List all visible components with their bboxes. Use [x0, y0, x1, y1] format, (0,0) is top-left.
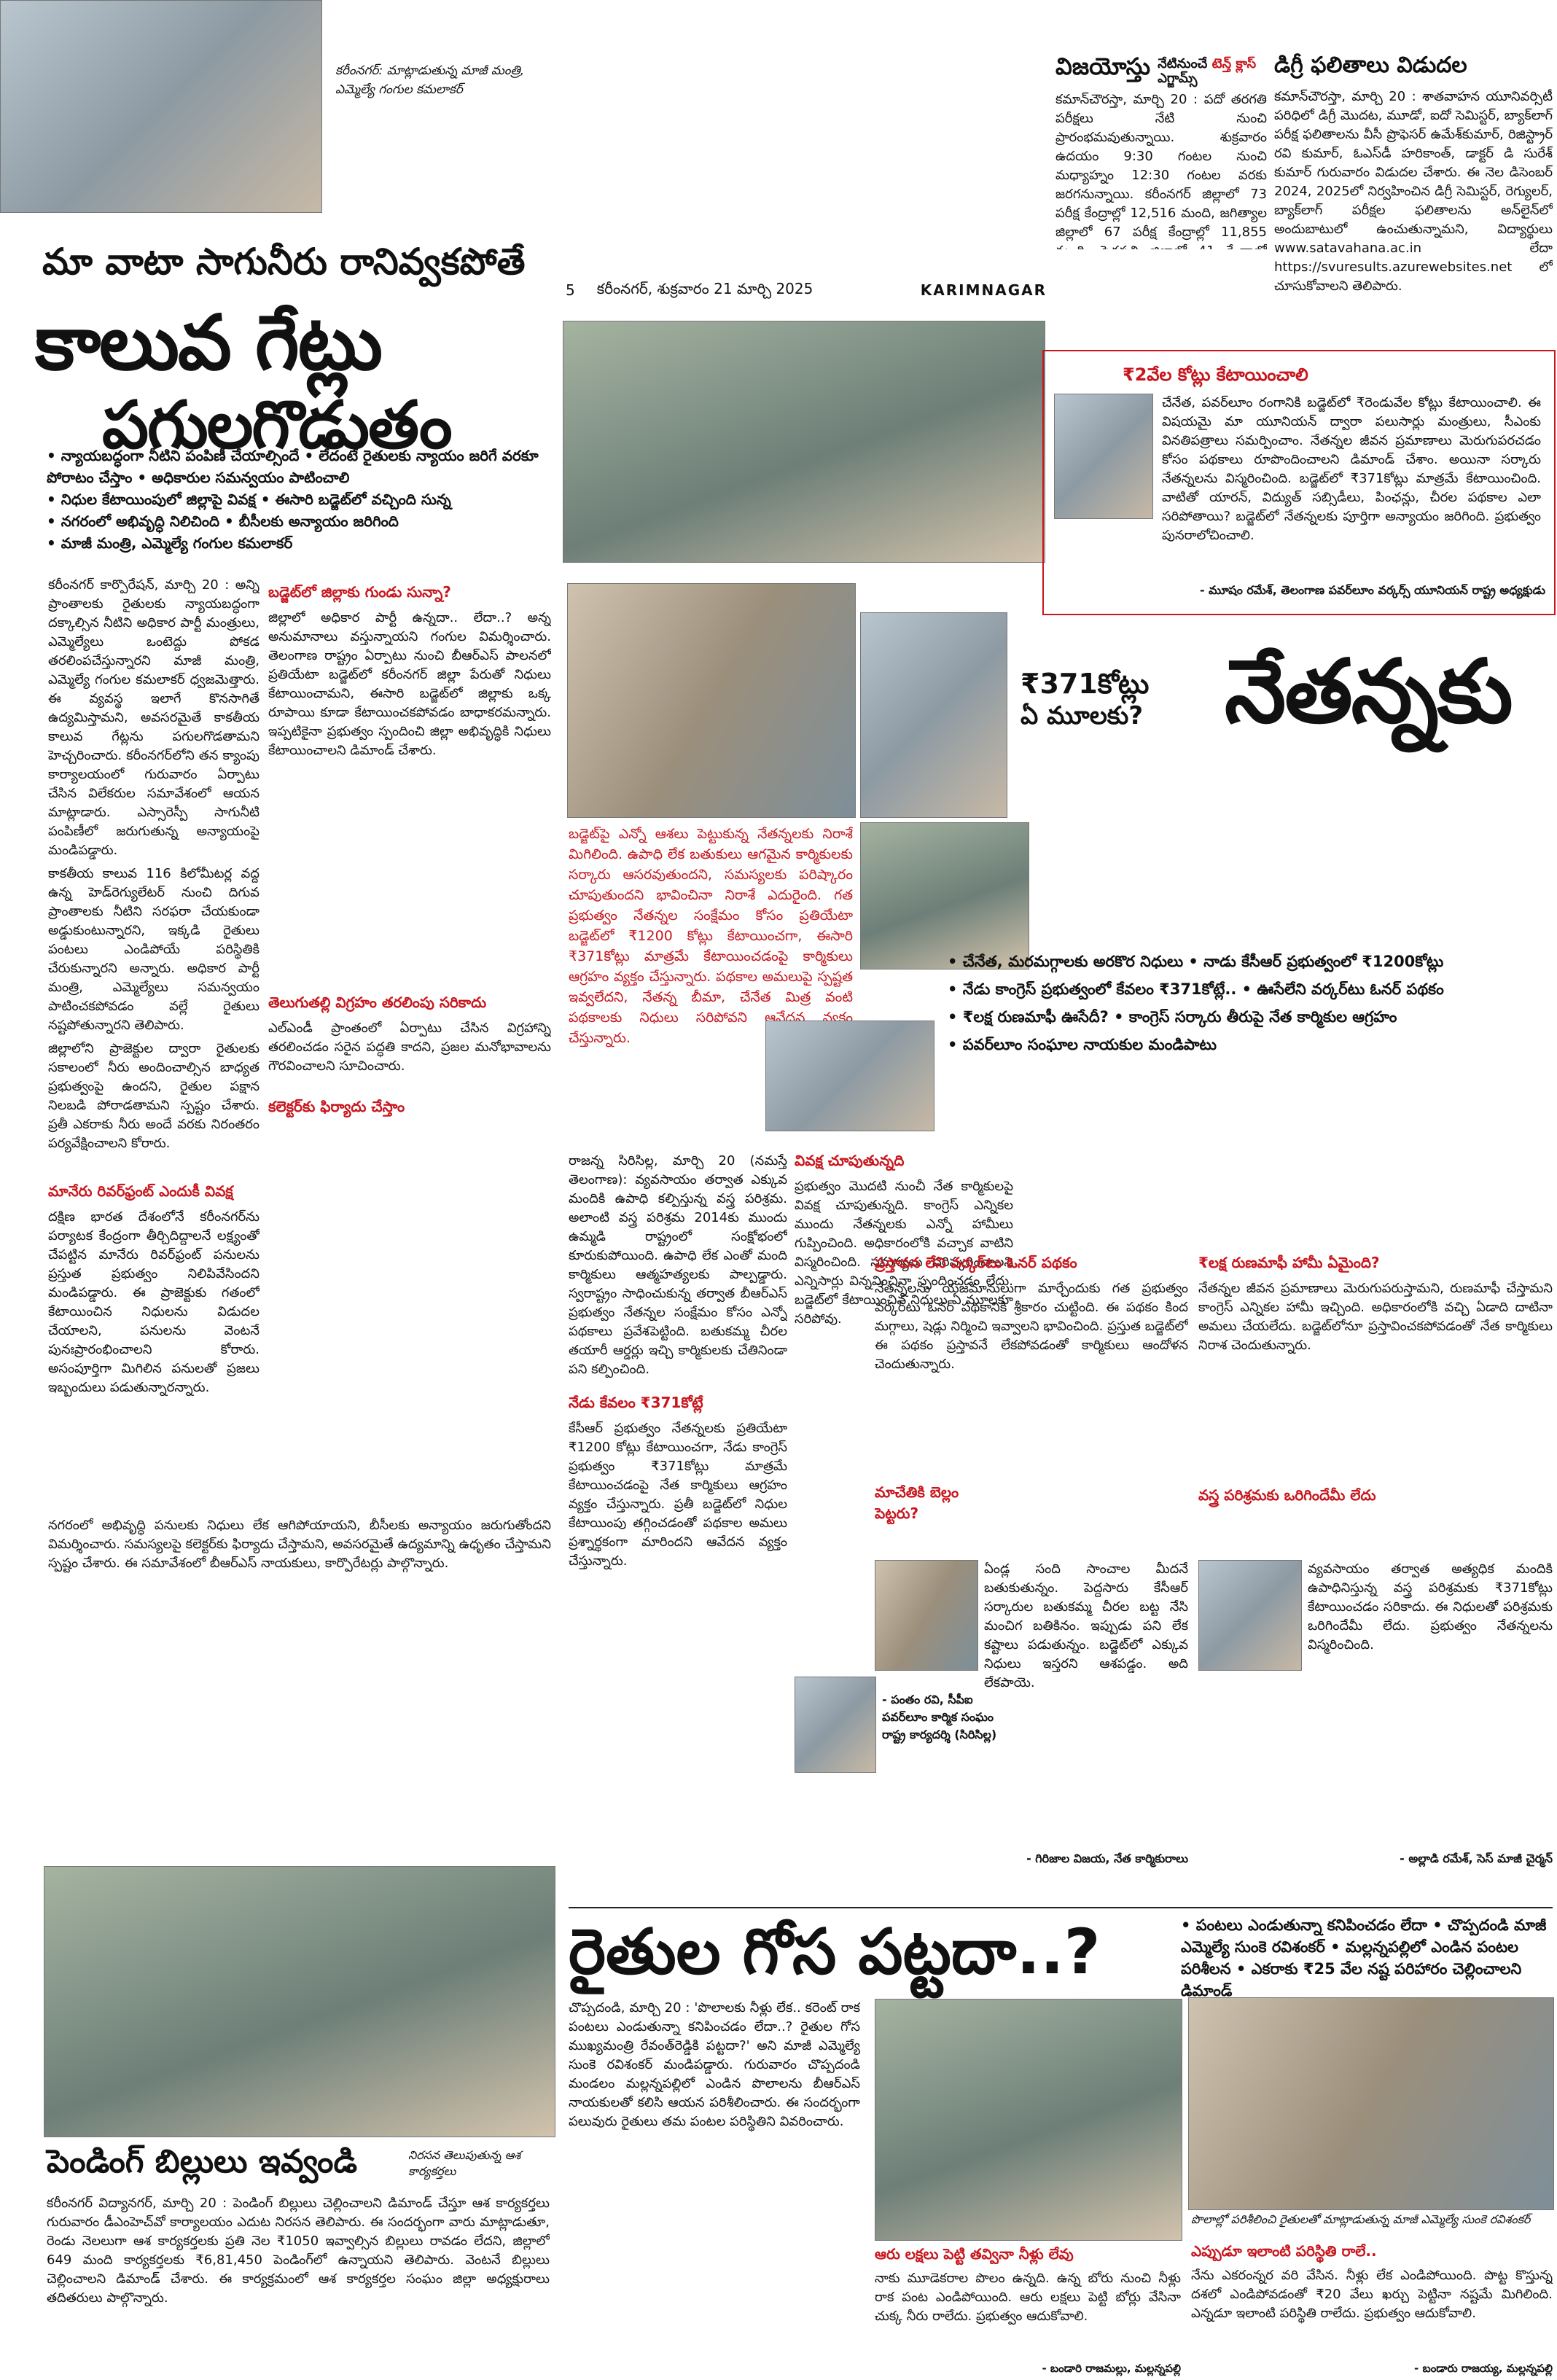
nethanna-photo-weaver — [765, 1021, 934, 1131]
vijayotsav-side-3: ఎగ్జామ్స్ — [1158, 71, 1198, 86]
section-name: KARIMNAGAR — [920, 281, 1047, 299]
main-bullet: మాజీ మంత్రి, ఎమ్మెల్యే గంగుల కమలాకర్ — [47, 532, 550, 554]
subhead-bellam: మాచేతికి బెల్లం పెట్టరు? — [875, 1483, 959, 1522]
degree-block: డిగ్రీ ఫలితాలు విడుదల కమాన్‌చౌరస్తా, మార… — [1274, 52, 1553, 293]
nethanna-col-e-text: నేతన్నల జీవన ప్రమాణాలు మెరుగుపరుస్తామని,… — [1198, 1281, 1553, 1353]
main-col-2: బడ్జెట్‌లో జిల్లాకు గుండు సున్నా? జిల్లా… — [268, 583, 551, 1509]
nethanna-bullets: చేనేత, మరమగ్గాలకు అరకొర నిధులు • నాడు కే… — [948, 948, 1553, 1058]
main-story-photo — [563, 321, 1045, 563]
main-sub2-text: దక్షిణ భారత దేశంలోనే కరీంనగర్‌ను పర్యాటక… — [48, 1209, 260, 1395]
nethanna-col-b: వివక్ష చూపుతున్నది ప్రభుత్వం మొదటి నుంచీ… — [795, 1152, 1013, 1881]
nethanna-quote-box — [1042, 350, 1556, 615]
subhead-telugu-talli: తెలుగుతల్లి విగ్రహం తరలింపు సరికాదు — [268, 994, 487, 1011]
pending-text: కరీంనగర్ విద్యానగర్, మార్చి 20 : పెండింగ… — [47, 2196, 550, 2306]
main-bullet: నిధుల కేటాయింపులో జిల్లాపై వివక్ష • ఈసార… — [47, 488, 550, 510]
main-col1-text-2: కాకతీయ కాలువ 116 కిలోమీటర్ల వద్ద ఉన్న హె… — [48, 866, 260, 1033]
farmers-photo-caption: పొలాల్లో పరిశీలించి రైతులతో మాట్లాడుతున్… — [1191, 2212, 1531, 2226]
main-headline-1: కాలువ గేట్లు — [35, 298, 383, 387]
vijayotsav-block: విజయోస్తు నేటినుంచే టెన్త్ క్లాస్ ఎగ్జామ… — [1055, 52, 1267, 249]
dateline: కరీంనగర్, శుక్రవారం 21 మార్చి 2025 — [596, 279, 813, 297]
vijayotsav-text: కమాన్‌చౌరస్తా, మార్చి 20 : పదో తరగతి పరీ… — [1055, 92, 1267, 249]
nethanna-box-credit: - మూషం రమేశ్, తెలంగాణ పవర్‌లూం వర్కర్స్ … — [1199, 583, 1545, 597]
farmers-text: చొప్పదండి, మార్చి 20 : 'పొలాలకు నీళ్లు ల… — [569, 2000, 860, 2129]
vijayotsav-side-1: నేటినుంచే — [1158, 56, 1208, 71]
farmers-headline: రైతుల గోస పట్టదా..? — [569, 1916, 1101, 1989]
pending-photo-caption: నిరసన తెలుపుతున్న ఆశ కార్యకర్తలు — [408, 2148, 521, 2178]
vijayotsav-headline: విజయోస్తు — [1055, 52, 1151, 80]
nethanna-col-e: ₹లక్ష రుణమాఫీ హామీ ఏమైంది? నేతన్నల జీవన … — [1198, 1254, 1553, 1881]
farmers-text3: నేను ఎకరంన్నర వరి వేసిన. నీళ్లు లేక ఎండి… — [1191, 2268, 1553, 2321]
pending-photo — [44, 1866, 555, 2137]
farmers-col-2: ఆరు లక్షలు పెట్టి తవ్వినా నీళ్లు లేవు నా… — [875, 2245, 1181, 2369]
main-col1-text: కరీంనగర్ కార్పొరేషన్, మార్చి 20 : అన్ని … — [48, 577, 260, 858]
main-sub1-text: జిల్లాలో అధికార పార్టీ ఉన్నదా.. లేదా..? … — [268, 610, 551, 758]
nethanna-col-a: రాజన్న సిరిసిల్ల, మార్చి 20 (నమస్తే తెలం… — [569, 1152, 787, 1881]
subhead-never: ఎప్పుడూ ఇలాంటి పరిస్థితి రాలే.. — [1191, 2242, 1377, 2260]
main-bullets: న్యాయబద్ధంగా నీటిని పంపిణీ చేయాల్సిందే •… — [47, 445, 550, 554]
pending-headline: పెండింగ్ బిల్లులు ఇవ్వండి — [47, 2143, 358, 2180]
farmers-credit: - బండారి రాజమల్లు, మల్లన్నపల్లి — [1042, 2362, 1181, 2375]
degree-headline: డిగ్రీ ఫలితాలు విడుదల — [1274, 52, 1467, 78]
nethanna-photo-left — [567, 583, 856, 818]
degree-text: కమాన్‌చౌరస్తా, మార్చి 20 : శాతవాహన యూనివ… — [1274, 89, 1553, 293]
farmers-text2: నాకు మూడెకరాల పొలం ఉన్నది. ఉన్న బోరు నుం… — [875, 2271, 1181, 2324]
nethanna-headline: నేతన్నకు — [1225, 641, 1513, 743]
subhead-runamafi: ₹లక్ష రుణమాఫీ హామీ ఏమైంది? — [1198, 1254, 1380, 1271]
nethanna-photo-thread — [860, 612, 1007, 818]
top-left-photo — [0, 0, 322, 213]
main-sub3-text: ఎల్‌ఎండీ ప్రాంతంలో ఏర్పాటు చేసిన విగ్రహా… — [268, 1021, 551, 1074]
nethanna-box-text: చేనేత, పవర్‌లూం రంగానికి బడ్జెట్‌లో ₹రెం… — [1162, 395, 1541, 543]
subhead-maneru: మానేరు రివర్‌ఫ్రంట్ ఎందుకీ వివక్ష — [48, 1182, 233, 1200]
farmers-col-3: ఎప్పుడూ ఇలాంటి పరిస్థితి రాలే.. నేను ఎకర… — [1191, 2242, 1553, 2366]
main-sub4-text: నగరంలో అభివృద్ధి పనులకు నిధులు లేక ఆగిపో… — [48, 1518, 551, 1571]
main-col-1: కరీంనగర్ కార్పొరేషన్, మార్చి 20 : అన్ని … — [48, 576, 260, 1509]
credit-d-photo — [875, 1560, 978, 1671]
farmers-photo-large — [1188, 1997, 1554, 2210]
farmers-credit-2: - బండారు రాజయ్య, మల్లన్నపల్లి — [1414, 2362, 1553, 2375]
photo-caption-top: కరీంనగర్: మాట్లాడుతున్న మాజీ మంత్రి, ఎమ్… — [335, 63, 525, 97]
main-kicker: మా వాటా సాగునీరు రానివ్వకపోతే — [42, 241, 526, 283]
subhead-vivaksha: వివక్ష చూపుతున్నది — [795, 1152, 905, 1169]
subhead-budget-zero: బడ్జెట్‌లో జిల్లాకు గుండు సున్నా? — [268, 583, 451, 601]
nethanna-credit-d: - గిరిజాల విజయ, నేత కార్మికురాలు — [1026, 1852, 1188, 1865]
farmers-top-rule — [569, 1907, 1553, 1908]
nethanna-credit-b: - పంతం రవి, సీపీఐ పవర్‌లూం కార్మిక సంఘం … — [882, 1693, 997, 1741]
nethanna-col-a2-text: కేసీఆర్ ప్రభుత్వం నేతన్నలకు ప్రతియేటా ₹1… — [569, 1421, 787, 1569]
main-bullet: న్యాయబద్ధంగా నీటిని పంపిణీ చేయాల్సిందే •… — [47, 445, 550, 488]
subhead-collector: కలెక్టర్‌కు ఫిర్యాదు చేస్తాం — [268, 1098, 405, 1115]
nethanna-bullet: చేనేత, మరమగ్గాలకు అరకొర నిధులు • నాడు కే… — [948, 948, 1553, 975]
nethanna-box-photo — [1054, 394, 1153, 519]
credit-b-photo — [795, 1677, 876, 1773]
nethanna-col-c-text: నేతన్నలను యజమానులుగా మార్చేందుకు గత ప్రభ… — [875, 1281, 1188, 1372]
nethanna-bullet: పవర్‌లూం సంఘాల నాయకుల మండిపాటు — [948, 1031, 1553, 1058]
nethanna-kicker-2: ఏ మూలకు? — [1021, 701, 1144, 730]
farmers-photo-small — [875, 1999, 1182, 2241]
vijayotsav-side-2: టెన్త్ క్లాస్ — [1211, 56, 1257, 71]
farmers-bullets: • పంటలు ఎండుతున్నా కనిపించడం లేదా • చొప్… — [1181, 1916, 1547, 1999]
nethanna-bullet: నేడు కాంగ్రెస్ ప్రభుత్వంలో కేవలం ₹371కోట… — [948, 975, 1553, 1003]
subhead-six-lakh: ఆరు లక్షలు పెట్టి తవ్వినా నీళ్లు లేవు — [875, 2245, 1074, 2263]
credit-f-photo — [1198, 1560, 1302, 1671]
nethanna-col-f-text: వ్యవసాయం తర్వాత అత్యధిక మందికి ఉపాధినిస్… — [1308, 1561, 1553, 1653]
nethanna-col-c: ప్రస్తావన లేని వర్కర్‌టు ఓనర్ పథకం నేతన్… — [875, 1254, 1188, 1881]
main-col1-text-3: జిల్లాలోని ప్రాజెక్టుల ద్వారా రైతులకు సక… — [48, 1041, 260, 1151]
nethanna-red-intro: బడ్జెట్‌పై ఎన్నో ఆశలు పెట్టుకున్న నేతన్న… — [569, 826, 853, 1046]
nethanna-col-d-text: ఏండ్ల సంది సాంచాల మీదనే బతుకుతున్నం. పెద… — [984, 1561, 1188, 1690]
subhead-371: నేడు కేవలం ₹371కోట్లే — [569, 1394, 703, 1411]
masthead: 5 కరీంనగర్, శుక్రవారం 21 మార్చి 2025 KAR… — [566, 276, 1047, 305]
nethanna-col-a-text: రాజన్న సిరిసిల్ల, మార్చి 20 (నమస్తే తెలం… — [569, 1153, 787, 1377]
nethanna-bullet: ₹లక్ష రుణమాఫీ ఊసేదీ? • కాంగ్రెస్ సర్కారు… — [948, 1003, 1553, 1031]
nethanna-kicker-1: ₹371కోట్లు — [1021, 668, 1150, 700]
nethanna-box-head: ₹2వేల కోట్లు కేటాయించాలి — [1123, 364, 1308, 385]
subhead-vastra: వస్త్ర పరిశ్రమకు ఒరిగిందేమీ లేదు — [1198, 1486, 1376, 1504]
subhead-worker-owner: ప్రస్తావన లేని వర్కర్‌టు ఓనర్ పథకం — [875, 1254, 1077, 1271]
nethanna-credit-f: - అల్లాడి రమేశ్, సెస్ మాజీ చైర్మన్ — [1400, 1852, 1553, 1865]
nethanna-col-b-text: ప్రభుత్వం మొదటి నుంచీ నేత కార్మికులపై వి… — [795, 1179, 1013, 1327]
page-number: 5 — [566, 281, 575, 299]
nethanna-photo-loom — [860, 822, 1029, 969]
main-bullet: నగరంలో అభివృద్ధి నిలిచింది • బీసీలకు అన్… — [47, 510, 550, 532]
